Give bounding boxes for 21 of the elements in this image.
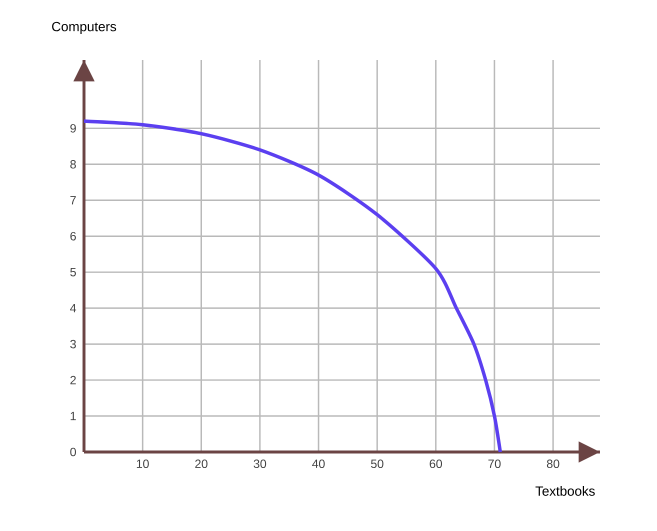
y-tick-label: 7: [70, 196, 76, 204]
x-tick-label: 80: [546, 460, 560, 468]
x-tick-label: 20: [195, 460, 208, 468]
y-tick-label: 9: [70, 124, 76, 133]
x-tick-label: 10: [136, 460, 149, 468]
x-tick-label: 70: [488, 460, 501, 468]
x-tick-label: 30: [254, 460, 266, 468]
y-tick-label: 6: [70, 232, 76, 240]
x-tick-label: 40: [312, 460, 325, 468]
x-tick-label: 50: [370, 460, 384, 468]
y-axis-title: Computers: [52, 22, 116, 34]
y-tick-label: 2: [70, 376, 76, 384]
x-tick-label: 60: [430, 460, 442, 468]
y-tick-label: 8: [70, 160, 76, 169]
y-tick-label: 0: [70, 448, 76, 456]
y-tick-label: 3: [70, 340, 76, 348]
y-tick-label: 4: [70, 304, 76, 312]
y-tick-label: 5: [70, 268, 76, 276]
x-axis-title: Textbooks: [536, 486, 595, 496]
line-series: [82, 119, 502, 454]
y-tick-label: 1: [70, 412, 76, 420]
